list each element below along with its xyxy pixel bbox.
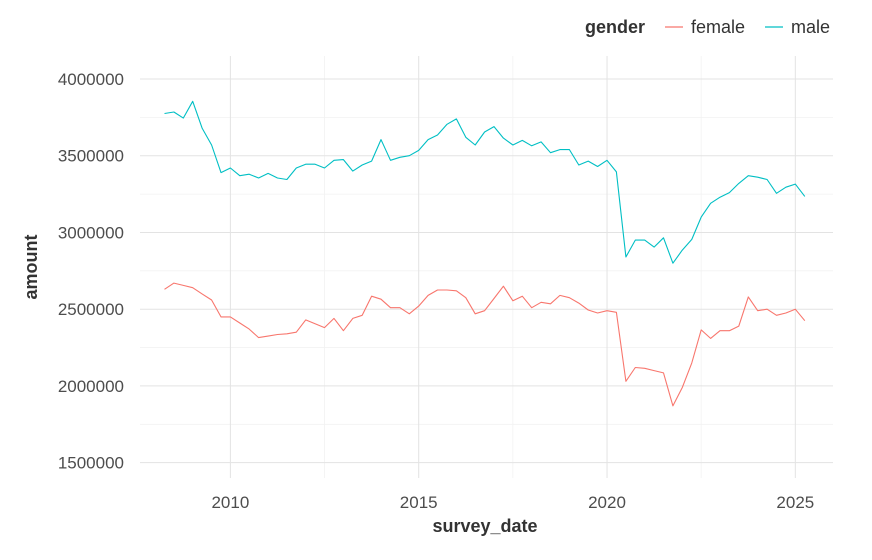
- y-tick-label: 4000000: [58, 70, 124, 89]
- series-line-female: [164, 282, 806, 407]
- legend-items: female male: [665, 17, 830, 37]
- y-tick-label: 1500000: [58, 454, 124, 473]
- y-tick-label: 2000000: [58, 377, 124, 396]
- series-lines: [164, 100, 806, 407]
- y-tick-label: 3500000: [58, 147, 124, 166]
- series-line-male: [164, 100, 806, 264]
- x-axis-title: survey_date: [432, 516, 537, 536]
- legend-title: gender: [585, 17, 645, 37]
- x-tick-label: 2010: [211, 493, 249, 512]
- y-axis-title: amount: [21, 234, 41, 299]
- grid: [140, 56, 833, 478]
- x-tick-label: 2020: [588, 493, 626, 512]
- x-axis-ticks: 2010 2015 2020 2025: [211, 493, 814, 512]
- y-axis-ticks: 1500000 2000000 2500000 3000000 3500000 40000…: [58, 70, 124, 473]
- y-tick-label: 3000000: [58, 223, 124, 242]
- y-tick-label: 2500000: [58, 300, 124, 319]
- legend: gender female male: [585, 17, 830, 37]
- legend-label-male: male: [791, 17, 830, 37]
- x-tick-label: 2015: [400, 493, 438, 512]
- x-tick-label: 2025: [776, 493, 814, 512]
- legend-label-female: female: [691, 17, 745, 37]
